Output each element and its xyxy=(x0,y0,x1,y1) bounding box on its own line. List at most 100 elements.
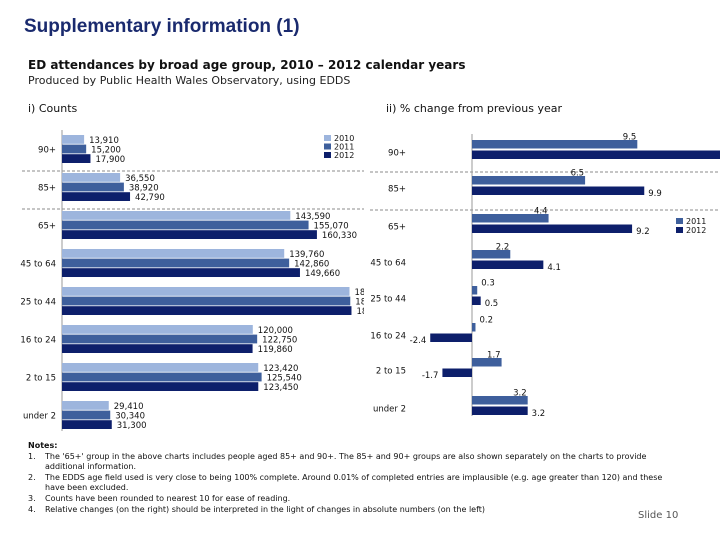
legend-label: 2010 xyxy=(334,134,354,143)
category-label: 2 to 15 xyxy=(26,374,56,384)
data-label: 123,450 xyxy=(263,383,298,393)
data-label: 3.2 xyxy=(532,409,546,416)
bar xyxy=(472,214,549,223)
note-number: 2. xyxy=(28,472,36,482)
legend-label: 2011 xyxy=(686,217,706,226)
note-item: 4. Relative changes (on the right) shoul… xyxy=(28,505,678,516)
data-label: 160,330 xyxy=(322,231,357,241)
data-label: 15,200 xyxy=(91,145,121,155)
bar xyxy=(62,363,259,372)
note-item: 1. The '65+' group in the above charts i… xyxy=(28,452,678,473)
bar xyxy=(472,260,544,269)
data-label: 3.2 xyxy=(513,389,527,399)
bar xyxy=(62,182,124,192)
bar xyxy=(62,401,109,410)
bar xyxy=(472,224,633,233)
bar xyxy=(62,230,317,239)
legend-swatch xyxy=(676,218,683,224)
bar xyxy=(472,140,638,149)
category-label: 16 to 24 xyxy=(370,331,406,341)
data-label: 30,340 xyxy=(115,411,145,421)
data-label: 0.5 xyxy=(485,299,499,309)
bar xyxy=(472,396,528,405)
bar xyxy=(430,333,472,342)
data-label: 142,860 xyxy=(294,259,329,269)
page-title: Supplementary information (1) xyxy=(24,16,300,37)
data-label: 0.2 xyxy=(479,316,493,326)
category-label: 16 to 24 xyxy=(20,336,56,346)
data-label: 31,300 xyxy=(117,421,147,431)
note-item: 2. The EDDS age field used is very close… xyxy=(28,473,678,494)
note-number: 3. xyxy=(28,493,36,503)
data-label: 9.2 xyxy=(636,227,650,237)
note-text: The EDDS age field used is very close to… xyxy=(45,472,663,493)
data-label: 143,590 xyxy=(295,212,330,222)
data-label: 120,000 xyxy=(258,326,293,336)
notes: Notes: 1. The '65+' group in the above c… xyxy=(28,441,678,515)
data-label: 2.2 xyxy=(496,243,510,253)
legend-swatch xyxy=(324,135,331,141)
data-label: 123,420 xyxy=(263,364,298,374)
bar xyxy=(472,358,502,367)
chart-subtitle: ED attendances by broad age group, 2010 … xyxy=(28,58,466,72)
legend-swatch xyxy=(324,152,331,158)
note-text: Counts have been rounded to nearest 10 f… xyxy=(45,493,291,503)
data-label: 119,860 xyxy=(258,345,293,355)
note-item: 3. Counts have been rounded to nearest 1… xyxy=(28,494,678,505)
source-note: Produced by Public Health Wales Observat… xyxy=(28,74,351,87)
data-label: 1.7 xyxy=(487,351,501,361)
bar xyxy=(62,334,258,344)
legend-label: 2012 xyxy=(686,226,706,235)
bar xyxy=(62,144,87,154)
data-label: 42,790 xyxy=(135,193,165,203)
legend-swatch xyxy=(324,143,331,150)
data-label: 4.1 xyxy=(547,263,561,273)
data-label: 29,410 xyxy=(114,402,144,412)
category-label: 85+ xyxy=(38,184,56,194)
category-label: 65+ xyxy=(388,222,406,232)
data-label: 122,750 xyxy=(262,335,297,345)
bar xyxy=(472,250,511,259)
data-label: 13,910 xyxy=(89,136,119,146)
bar xyxy=(62,296,351,306)
data-label: 181,310 xyxy=(355,297,364,307)
category-label: 65+ xyxy=(38,222,56,232)
change-panel-label: ii) % change from previous year xyxy=(386,102,562,115)
data-label: 180,810 xyxy=(354,288,364,298)
bar xyxy=(62,135,85,144)
category-label: 45 to 64 xyxy=(20,260,56,270)
bar xyxy=(62,211,291,220)
bar xyxy=(472,150,720,159)
bar xyxy=(62,410,111,420)
data-label: 17,900 xyxy=(95,155,125,165)
data-label: 4.4 xyxy=(534,207,548,217)
bar xyxy=(472,286,478,295)
note-text: The '65+' group in the above charts incl… xyxy=(45,451,647,472)
bar xyxy=(472,323,476,332)
bar xyxy=(472,176,586,185)
change-chart: 90+9.517.585+6.59.965+4.49.245 to 642.24… xyxy=(370,133,720,416)
legend-label: 2012 xyxy=(334,151,354,160)
bar xyxy=(62,306,352,315)
bar xyxy=(62,287,350,296)
data-label: 149,660 xyxy=(305,269,340,279)
data-label: 6.5 xyxy=(571,169,585,179)
data-label: 125,540 xyxy=(267,373,302,383)
category-label: 25 to 44 xyxy=(370,294,406,304)
data-label: 9.5 xyxy=(623,133,637,143)
data-label: 155,070 xyxy=(314,221,349,231)
category-label: 90+ xyxy=(38,146,56,156)
bar xyxy=(62,249,285,258)
legend-label: 2011 xyxy=(334,143,354,152)
bar xyxy=(472,406,528,415)
bar xyxy=(472,186,645,195)
bar xyxy=(62,258,290,268)
data-label: 38,920 xyxy=(129,183,159,193)
data-label: 139,760 xyxy=(289,250,324,260)
slide-number: Slide 10 xyxy=(638,510,679,521)
bar xyxy=(62,154,91,163)
bar xyxy=(472,296,481,305)
bar xyxy=(62,372,262,382)
bar xyxy=(62,268,300,277)
